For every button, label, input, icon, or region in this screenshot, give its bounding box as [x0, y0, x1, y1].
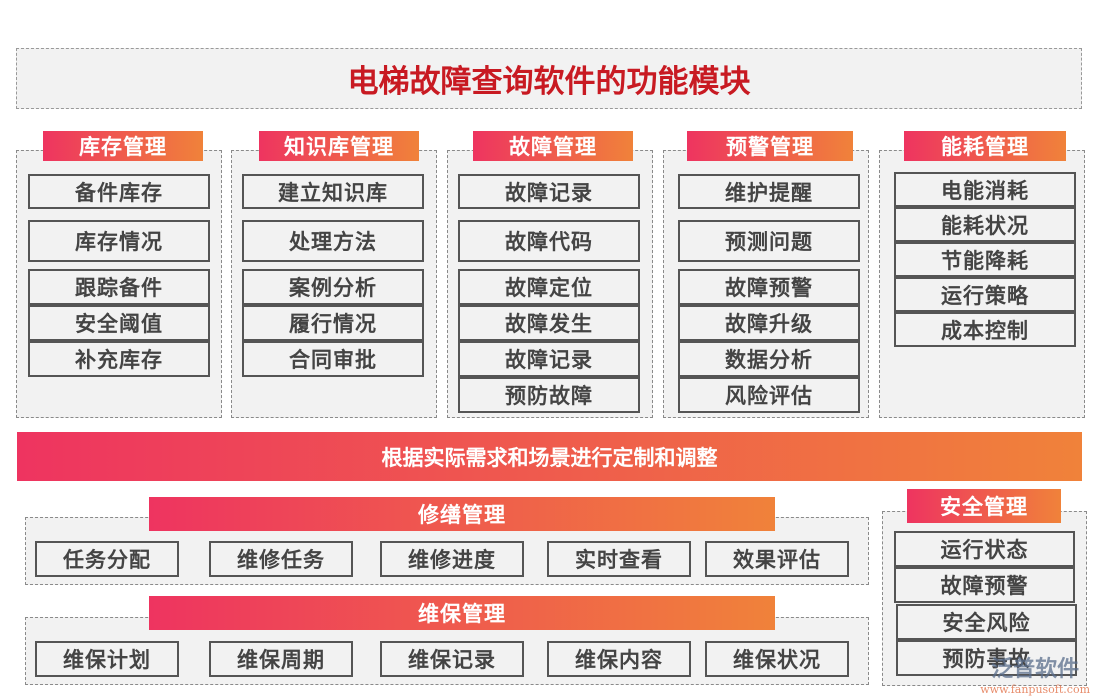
module-item: 故障发生	[458, 305, 640, 341]
module-item: 预防故障	[458, 377, 640, 413]
module-header: 安全管理	[907, 489, 1061, 523]
page-title: 电梯故障查询软件的功能模块	[16, 48, 1082, 109]
module-item: 补充库存	[28, 341, 210, 377]
module-item: 故障定位	[458, 269, 640, 305]
module-header: 知识库管理	[259, 131, 419, 161]
module-item: 建立知识库	[242, 174, 424, 209]
module-item: 故障预警	[894, 567, 1075, 603]
module-item: 维保状况	[705, 641, 849, 677]
module-item: 数据分析	[678, 341, 860, 377]
module-item: 预测问题	[678, 220, 860, 262]
module-item: 维修任务	[209, 541, 353, 577]
module-item: 效果评估	[705, 541, 849, 577]
module-item: 运行策略	[894, 277, 1076, 312]
module-item: 能耗状况	[894, 207, 1076, 242]
module-item: 维保计划	[35, 641, 179, 677]
module-item: 维保记录	[380, 641, 524, 677]
module-header: 维保管理	[149, 596, 775, 630]
watermark-brand: 泛普软件	[991, 657, 1080, 682]
module-item: 维保内容	[547, 641, 691, 677]
module-item: 履行情况	[242, 305, 424, 341]
module-item: 电能消耗	[894, 172, 1076, 207]
module-item: 节能降耗	[894, 242, 1076, 277]
module-item: 维修进度	[380, 541, 524, 577]
customization-banner: 根据实际需求和场景进行定制和调整	[17, 432, 1082, 481]
module-item: 故障预警	[678, 269, 860, 305]
module-item: 安全风险	[896, 604, 1077, 640]
module-item: 风险评估	[678, 377, 860, 413]
watermark-url: www.fanpusoft.com	[980, 683, 1090, 696]
watermark-logo: 泛普软件 www.fanpusoft.com	[980, 651, 1090, 696]
module-item: 备件库存	[28, 174, 210, 209]
module-item: 跟踪备件	[28, 269, 210, 305]
module-header: 修缮管理	[149, 497, 775, 531]
module-item: 安全阈值	[28, 305, 210, 341]
module-item: 故障升级	[678, 305, 860, 341]
module-header: 库存管理	[43, 131, 203, 161]
module-item: 任务分配	[35, 541, 179, 577]
module-item: 运行状态	[894, 531, 1075, 567]
module-item: 成本控制	[894, 312, 1076, 347]
module-item: 处理方法	[242, 220, 424, 262]
module-item: 故障记录	[458, 341, 640, 377]
module-item: 维保周期	[209, 641, 353, 677]
module-item: 实时查看	[547, 541, 691, 577]
module-header: 能耗管理	[904, 131, 1066, 161]
module-header: 预警管理	[687, 131, 853, 161]
module-item: 维护提醒	[678, 174, 860, 209]
module-item: 案例分析	[242, 269, 424, 305]
module-item: 库存情况	[28, 220, 210, 262]
module-item: 预防事故	[896, 640, 1077, 676]
module-item: 故障代码	[458, 220, 640, 262]
module-item: 故障记录	[458, 174, 640, 209]
module-header: 故障管理	[473, 131, 633, 161]
module-item: 合同审批	[242, 341, 424, 377]
